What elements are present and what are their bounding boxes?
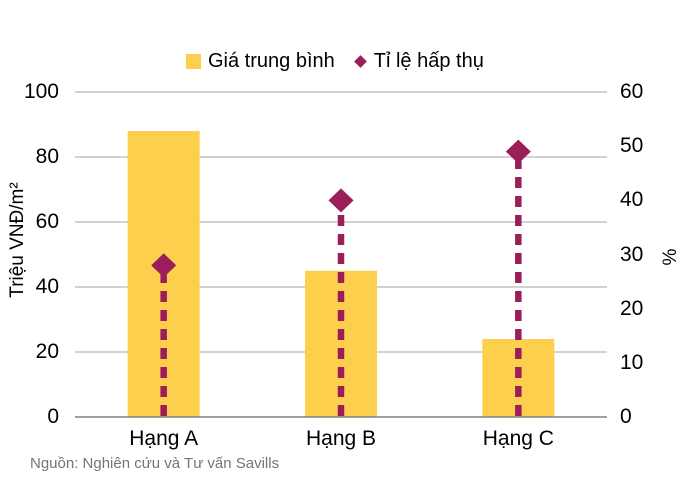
y-axis-tick-label: 40 — [35, 275, 59, 298]
y2-axis-tick-label: 30 — [620, 242, 644, 266]
bar-series-swatch-icon — [186, 54, 201, 69]
legend-label-gia-trung-binh: Giá trung bình — [208, 50, 335, 72]
x-axis-category-label: Hạng B — [305, 427, 377, 450]
diamond-marker-Hạng A — [151, 253, 177, 278]
y-axis-tick-label: 80 — [35, 145, 59, 168]
legend-item-ti-le-hap-thu: Tỉ lệ hấp thụ — [353, 50, 484, 73]
legend-item-gia-trung-binh: Giá trung bình — [186, 50, 335, 73]
x-axis-category-label: Hạng A — [129, 427, 199, 450]
right-axis-title: % — [660, 248, 681, 266]
source-note: Nguồn: Nghiên cứu và Tư vấn Savills — [30, 455, 280, 472]
y2-axis-tick-label: 20 — [620, 296, 644, 320]
y2-axis-tick-label: 60 — [620, 80, 644, 103]
diamond-marker-Hạng C — [505, 139, 531, 164]
x-axis-category-label: Hạng C — [482, 427, 554, 450]
y-axis-tick-label: 0 — [47, 405, 59, 428]
legend-label-ti-le-hap-thu: Tỉ lệ hấp thụ — [373, 50, 484, 72]
y2-axis-tick-label: 50 — [620, 134, 644, 158]
y-axis-tick-label: 60 — [35, 210, 59, 233]
y2-axis-tick-label: 10 — [620, 350, 644, 374]
y-axis-tick-label: 100 — [23, 80, 59, 103]
legend: Giá trung bình Tỉ lệ hấp thụ — [186, 50, 484, 73]
diamond-marker-Hạng B — [328, 188, 354, 213]
left-axis-title: Triệu VNĐ/m² — [7, 182, 28, 298]
y2-axis-tick-label: 0 — [620, 405, 632, 428]
y2-axis-tick-label: 40 — [620, 188, 644, 212]
y-axis-tick-label: 20 — [35, 340, 59, 363]
